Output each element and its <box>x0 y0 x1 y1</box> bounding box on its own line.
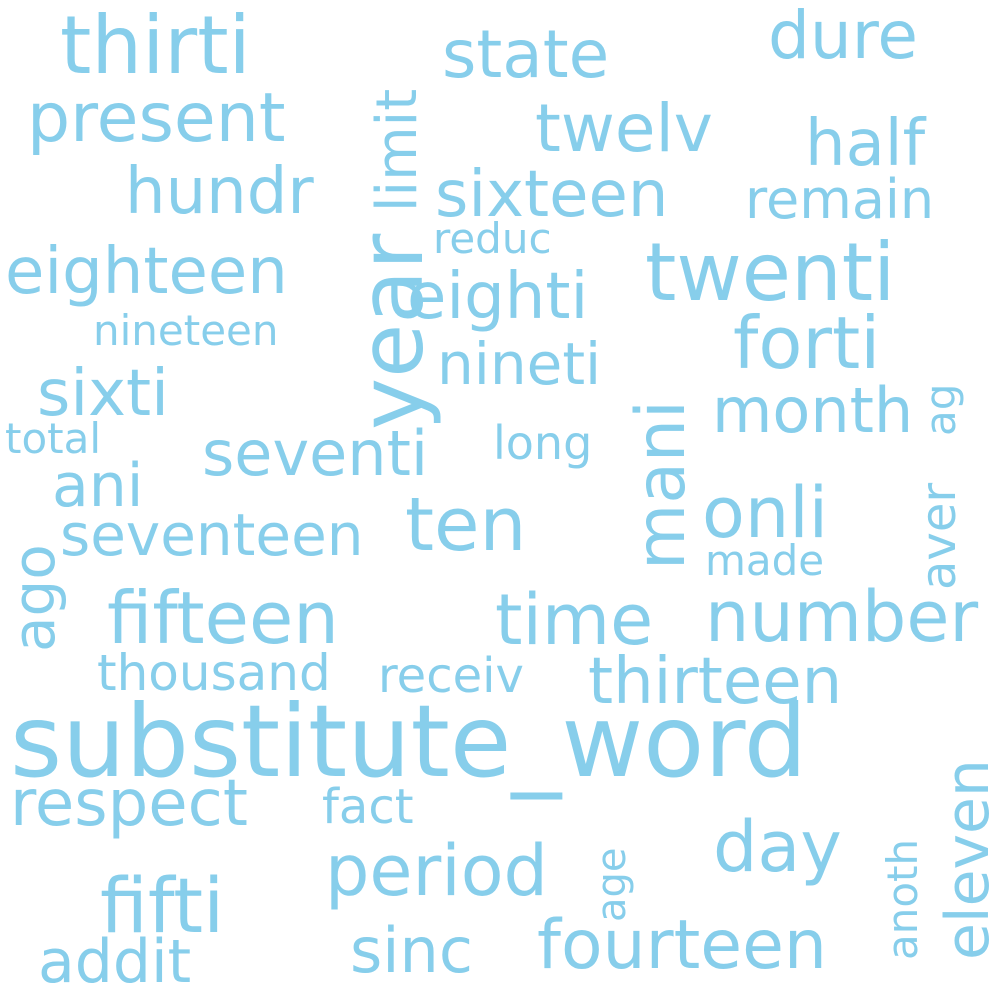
word-present: present <box>27 79 286 158</box>
word-fifteen: fifteen <box>107 576 339 660</box>
word-period: period <box>325 830 548 912</box>
word-thousand: thousand <box>97 644 331 702</box>
word-nineti: nineti <box>437 330 602 398</box>
word-fourteen: fourteen <box>537 906 828 985</box>
word-respect: respect <box>10 767 248 841</box>
word-number: number <box>705 576 979 658</box>
word-thirti: thirti <box>60 0 251 92</box>
word-fifti: fifti <box>100 861 225 950</box>
word-state: state <box>442 16 610 93</box>
word-sinc: sinc <box>350 914 473 987</box>
word-half: half <box>805 107 926 181</box>
word-forti: forti <box>733 301 881 385</box>
word-ten: ten <box>405 482 527 568</box>
word-anoth: anoth <box>878 838 927 960</box>
word-total: total <box>5 414 102 463</box>
word-fact: fact <box>322 779 414 835</box>
word-sixteen: sixteen <box>435 158 669 232</box>
word-day: day <box>713 806 842 888</box>
word-thirteen: thirteen <box>588 645 843 719</box>
word-ag: ag <box>916 383 965 436</box>
word-long: long <box>493 416 593 470</box>
word-reduc: reduc <box>433 214 552 263</box>
word-month: month <box>712 374 914 447</box>
word-onli: onli <box>702 472 829 554</box>
word-seventeen: seventeen <box>60 501 364 569</box>
word-addit: addit <box>38 927 192 997</box>
word-nineteen: nineteen <box>93 306 279 355</box>
word-eighteen: eighteen <box>5 235 288 309</box>
word-limit: limit <box>365 88 430 212</box>
word-receiv: receiv <box>378 648 524 704</box>
word-aver: aver <box>911 482 967 590</box>
word-twelv: twelv <box>535 90 713 167</box>
word-dure: dure <box>768 0 919 74</box>
word-time: time <box>495 579 654 661</box>
word-substitute-word: substitute_word <box>10 683 808 800</box>
word-remain: remain <box>745 168 935 231</box>
word-ani: ani <box>52 451 144 521</box>
word-sixti: sixti <box>37 357 169 431</box>
word-ago: ago <box>0 544 68 652</box>
word-eighti: eighti <box>407 260 589 334</box>
word-mani: mani <box>622 400 701 570</box>
word-eleven: eleven <box>933 759 1000 960</box>
word-seventi: seventi <box>202 417 429 490</box>
word-made: made <box>705 536 825 585</box>
word-twenti: twenti <box>645 226 896 319</box>
word-hundr: hundr <box>125 155 314 229</box>
